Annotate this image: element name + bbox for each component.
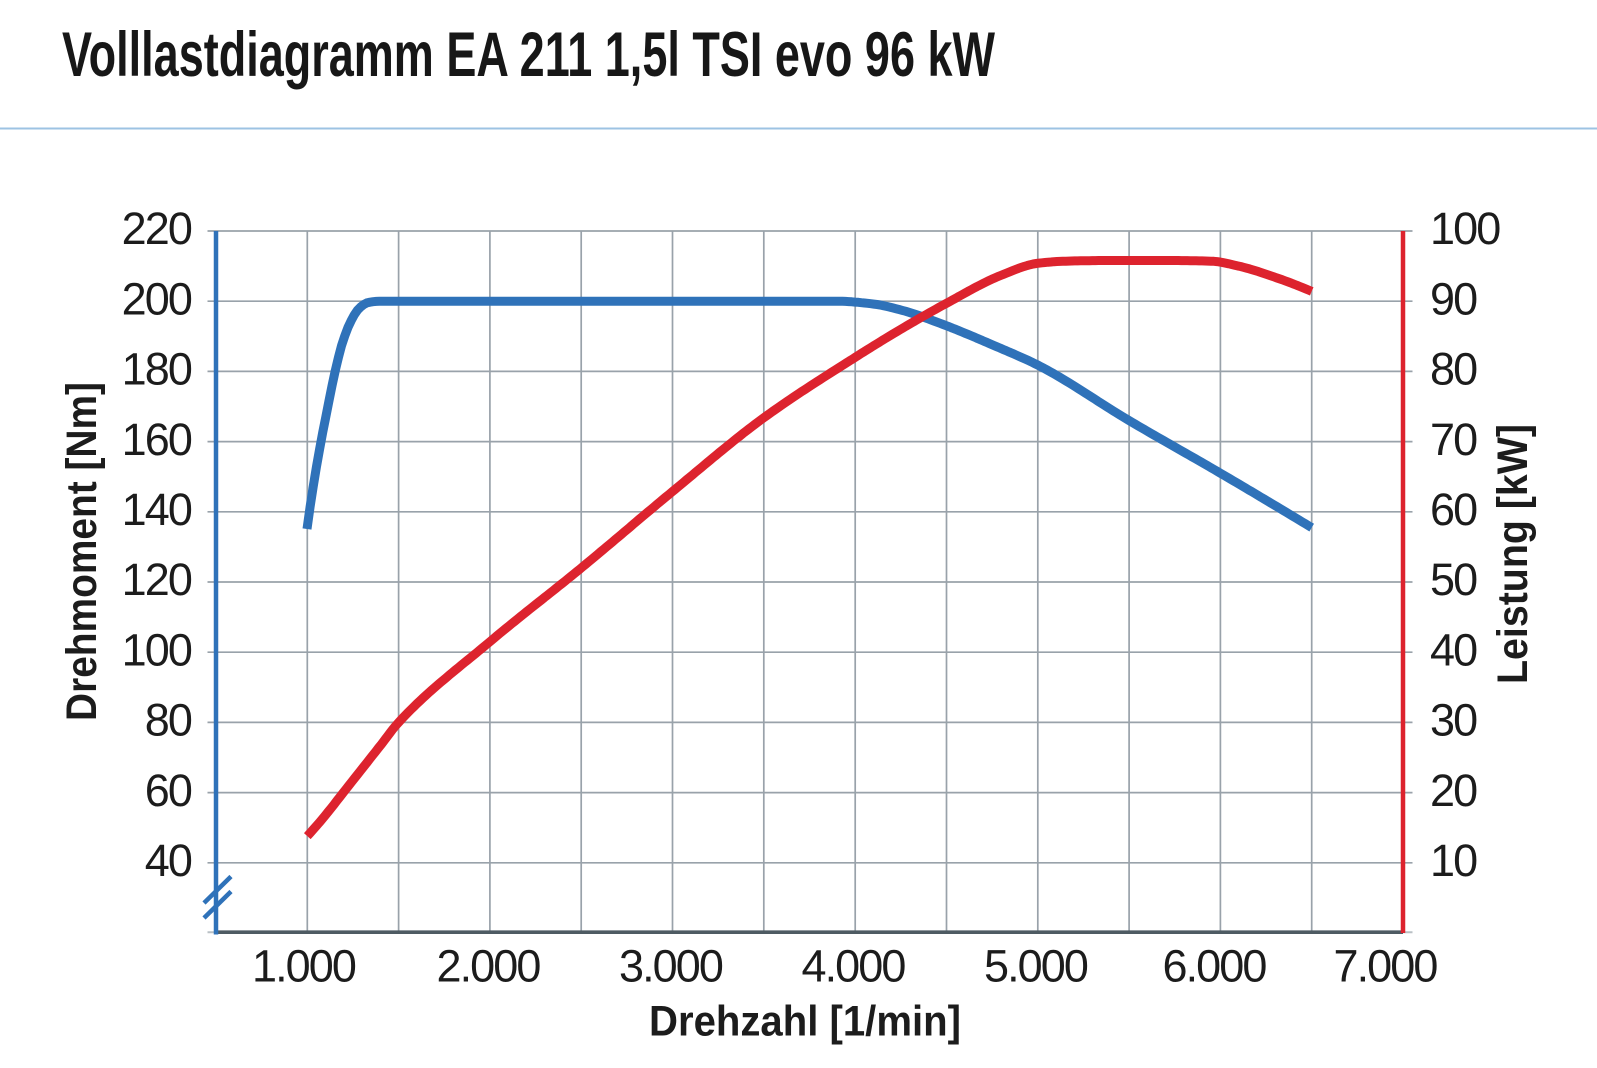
svg-text:7.000: 7.000	[1333, 941, 1437, 992]
svg-text:120: 120	[122, 554, 192, 605]
svg-text:30: 30	[1430, 695, 1477, 746]
svg-text:60: 60	[1430, 484, 1477, 535]
svg-text:100: 100	[1430, 203, 1500, 254]
svg-text:Drehmoment [Nm]: Drehmoment [Nm]	[58, 382, 106, 721]
svg-text:160: 160	[122, 414, 192, 465]
svg-text:200: 200	[122, 273, 192, 324]
svg-text:80: 80	[1430, 344, 1477, 395]
svg-text:60: 60	[145, 765, 192, 816]
svg-text:40: 40	[1430, 624, 1477, 675]
svg-text:50: 50	[1430, 554, 1477, 605]
svg-text:4.000: 4.000	[801, 941, 905, 992]
svg-text:100: 100	[122, 624, 192, 675]
svg-text:80: 80	[145, 695, 192, 746]
svg-text:10: 10	[1430, 835, 1477, 886]
svg-text:2.000: 2.000	[436, 941, 540, 992]
svg-text:1.000: 1.000	[252, 941, 356, 992]
svg-text:Drehzahl [1/min]: Drehzahl [1/min]	[649, 998, 961, 1046]
svg-text:180: 180	[122, 344, 192, 395]
svg-text:Leistung [kW]: Leistung [kW]	[1489, 424, 1537, 684]
svg-text:140: 140	[122, 484, 192, 535]
svg-text:5.000: 5.000	[984, 941, 1088, 992]
svg-text:Volllastdiagramm EA 211 1,5l T: Volllastdiagramm EA 211 1,5l TSI evo 96 …	[62, 20, 995, 90]
svg-text:40: 40	[145, 835, 192, 886]
svg-text:3.000: 3.000	[619, 941, 723, 992]
svg-text:6.000: 6.000	[1162, 941, 1266, 992]
svg-text:20: 20	[1430, 765, 1477, 816]
svg-text:70: 70	[1430, 414, 1477, 465]
svg-text:90: 90	[1430, 273, 1477, 324]
svg-text:220: 220	[122, 203, 192, 254]
